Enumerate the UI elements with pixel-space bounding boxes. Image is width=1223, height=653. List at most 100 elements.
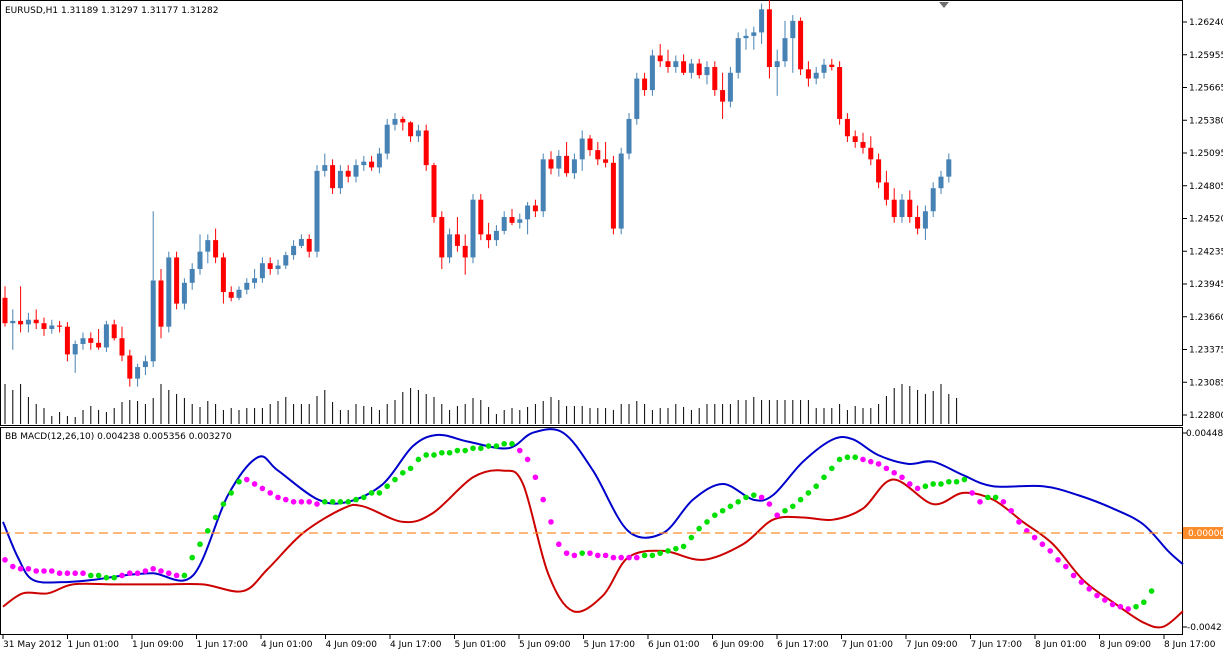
macd-dot-falling: [2, 557, 8, 563]
candle: [486, 222, 492, 249]
macd-dot-falling: [766, 501, 773, 507]
time-tick-label: 7 Jun 01:00: [842, 640, 894, 650]
macd-dot-falling: [860, 456, 866, 463]
macd-dot-falling: [868, 458, 874, 465]
macd-dot-rising: [657, 550, 663, 556]
macd-dot-rising: [376, 490, 383, 496]
candle: [18, 286, 24, 333]
candle: [618, 147, 624, 235]
macd-dot-rising: [836, 456, 843, 463]
macd-dot-falling: [758, 494, 765, 501]
macd-dot-rising: [337, 499, 344, 505]
price-tick-label: 1.25665: [1189, 84, 1223, 94]
macd-dot-rising: [485, 443, 492, 449]
candle: [111, 319, 117, 341]
macd-dot-falling: [626, 554, 632, 561]
macd-dot-rising: [673, 545, 679, 552]
price-tick-label: 1.23945: [1189, 280, 1223, 290]
macd-dot-rising: [103, 574, 110, 581]
macd-dot-rising: [368, 490, 375, 496]
candle: [899, 193, 905, 223]
macd-dot-falling: [64, 570, 71, 577]
macd-dot-rising: [712, 512, 718, 519]
macd-dot-falling: [119, 572, 125, 579]
main-window-frame[interactable]: [0, 0, 1183, 426]
chart-shift-marker-icon[interactable]: [939, 2, 949, 8]
macd-dot-rising: [212, 514, 219, 521]
macd-dot-rising: [407, 465, 414, 472]
macd-dot-rising: [509, 441, 515, 447]
macd-dot-falling: [158, 568, 164, 574]
candle: [712, 61, 718, 96]
macd-dot-falling: [41, 568, 47, 574]
time-tick-label: 4 Jun 17:00: [390, 640, 442, 650]
macd-dot-rising: [439, 449, 445, 456]
candle: [174, 251, 180, 310]
indicator-window-frame[interactable]: [0, 427, 1183, 635]
candle: [852, 130, 858, 148]
macd-dot-rising: [680, 543, 687, 550]
macd-dot-falling: [1070, 572, 1077, 579]
macd-dot-falling: [17, 565, 24, 572]
candle: [766, 0, 772, 79]
macd-dot-rising: [228, 490, 234, 496]
time-tick-label: 5 Jun 09:00: [519, 640, 571, 650]
macd-dot-falling: [875, 461, 882, 467]
candle: [649, 49, 655, 96]
macd-dot-falling: [602, 552, 609, 559]
time-tick-label: 6 Jun 09:00: [713, 640, 765, 650]
macd-dot-falling: [1055, 557, 1061, 563]
indicator-window-title: BB MACD(12,26,10) 0.004238 0.005356 0.00…: [5, 432, 232, 442]
candle: [96, 328, 102, 350]
candle: [556, 150, 562, 177]
candle: [462, 234, 468, 275]
macd-dot-falling: [907, 481, 913, 487]
candle: [470, 193, 476, 264]
time-tick-label: 1 Jun 01:00: [68, 640, 120, 650]
macd-dot-falling: [283, 496, 289, 503]
macd-dot-rising: [727, 503, 734, 510]
price-tick-label: 1.25955: [1189, 51, 1223, 61]
candle: [798, 17, 804, 76]
candle: [907, 190, 913, 223]
price-tick-label: 1.24805: [1189, 182, 1223, 192]
macd-dot-falling: [142, 568, 149, 574]
macd-dot-falling: [899, 474, 905, 481]
candle: [119, 326, 125, 362]
macd-dot-rising: [665, 548, 671, 554]
time-tick-label: 1 Jun 09:00: [132, 640, 184, 650]
macd-dot-falling: [1117, 603, 1124, 610]
candle: [860, 132, 866, 154]
candle: [415, 124, 421, 143]
macd-dot-rising: [782, 507, 788, 514]
macd-dot-rising: [493, 443, 500, 449]
candle: [782, 20, 788, 68]
indicator-tick-bottom: -0.00421: [1187, 623, 1223, 633]
macd-dot-rising: [400, 470, 406, 476]
macd-dot-rising: [1141, 599, 1147, 606]
macd-dot-falling: [1102, 597, 1108, 603]
time-tick-label: 1 Jun 17:00: [197, 640, 249, 650]
candle: [883, 170, 889, 206]
candle: [571, 153, 577, 179]
price-tick-label: 1.23375: [1189, 346, 1223, 356]
macd-dot-falling: [914, 485, 921, 492]
candle: [25, 312, 31, 333]
macd-dot-rising: [111, 574, 117, 581]
macd-dot-falling: [275, 494, 281, 501]
candle: [610, 155, 616, 235]
indicator-tick-top: 0.004485: [1186, 429, 1223, 439]
time-tick-label: 7 Jun 09:00: [906, 640, 958, 650]
candle: [189, 263, 195, 290]
macd-dot-falling: [1016, 519, 1022, 525]
macd-dot-falling: [306, 499, 313, 505]
candle: [353, 159, 359, 183]
macd-dot-falling: [1047, 548, 1053, 554]
macd-dot-rising: [805, 490, 812, 496]
price-axis: 1.26240 1.25955 1.25665 1.25380 1.25095 1.248…: [1183, 18, 1223, 421]
candle: [423, 124, 429, 171]
candle: [306, 234, 312, 258]
candle: [103, 320, 109, 353]
time-tick-label: 6 Jun 17:00: [777, 640, 829, 650]
macd-dot-falling: [571, 552, 578, 559]
